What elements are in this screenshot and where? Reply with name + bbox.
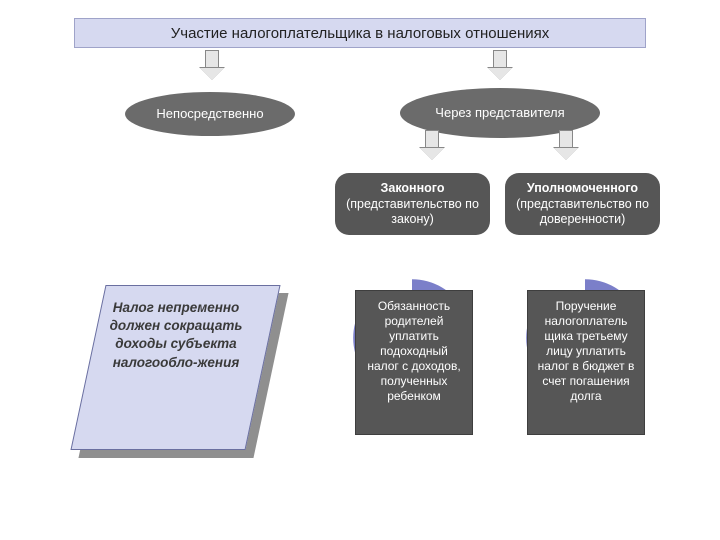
node-authorized-representative: Уполномоченного (представительство по до… (505, 173, 660, 235)
arrow-down-icon (420, 130, 444, 160)
node-legal-sub: (представительство по закону) (346, 197, 479, 227)
node-auth-sub: (представительство по доверенности) (516, 197, 649, 227)
arrow-down-icon (554, 130, 578, 160)
node-auth-bold: Уполномоченного (527, 181, 638, 195)
arrow-down-icon (200, 50, 224, 80)
arrow-down-icon (488, 50, 512, 80)
node-legal-representative: Законного (представительство по закону) (335, 173, 490, 235)
example-legal: Обязанность родителей уплатить подоходны… (355, 290, 473, 435)
node-legal-bold: Законного (381, 181, 445, 195)
quote-text: Налог непременно должен сокращать доходы… (96, 299, 256, 372)
branch-direct: Непосредственно (125, 92, 295, 136)
quote-block: Налог непременно должен сокращать доходы… (88, 285, 263, 450)
example-authorized: Поручение налогоплатель щика третьему ли… (527, 290, 645, 435)
diagram-title: Участие налогоплательщика в налоговых от… (74, 18, 646, 48)
